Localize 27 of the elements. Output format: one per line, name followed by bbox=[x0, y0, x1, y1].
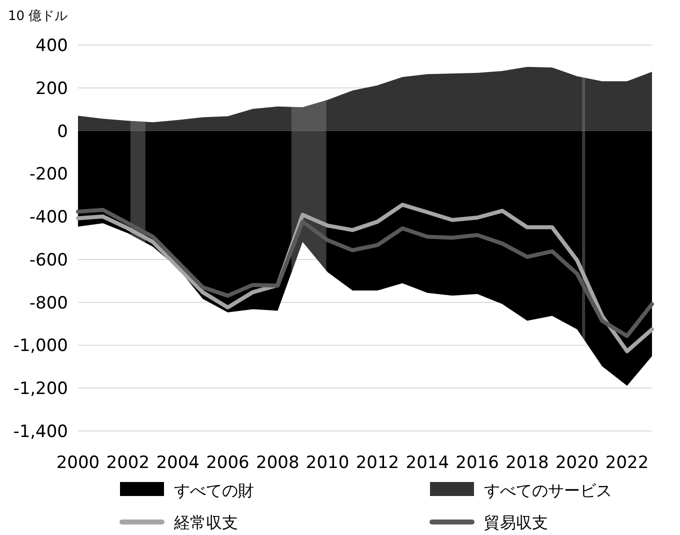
x-tick-label: 2022 bbox=[605, 453, 649, 473]
x-tick-label: 2016 bbox=[456, 453, 499, 473]
legend-label: すべてのサービス bbox=[484, 481, 612, 500]
x-tick-label: 2006 bbox=[206, 453, 250, 473]
y-tick-label: 200 bbox=[36, 78, 68, 99]
y-tick-label: -1,000 bbox=[13, 336, 68, 356]
x-tick-label: 2008 bbox=[256, 453, 300, 473]
y-axis-title: 10 億ドル bbox=[8, 9, 68, 24]
y-tick-label: -200 bbox=[29, 164, 68, 185]
x-tick-label: 2018 bbox=[506, 453, 549, 473]
y-tick-label: -1,400 bbox=[13, 422, 68, 442]
legend-label: 貿易収支 bbox=[484, 513, 548, 532]
y-tick-label: 0 bbox=[57, 122, 68, 142]
y-tick-label: 400 bbox=[36, 36, 68, 56]
x-tick-label: 2020 bbox=[556, 453, 599, 473]
x-tick-label: 2004 bbox=[156, 453, 200, 473]
y-tick-label: -400 bbox=[29, 208, 68, 228]
legend-label: すべての財 bbox=[174, 481, 254, 500]
legend-label: 経常収支 bbox=[173, 513, 238, 532]
x-tick-label: 2000 bbox=[56, 453, 100, 473]
x-tick-label: 2012 bbox=[356, 453, 400, 473]
x-tick-label: 2010 bbox=[306, 453, 350, 473]
y-tick-label: -800 bbox=[29, 293, 68, 314]
x-tick-label: 2014 bbox=[406, 453, 450, 473]
y-tick-label: -1,200 bbox=[13, 379, 68, 400]
y-tick-label: -600 bbox=[29, 250, 68, 270]
x-tick-label: 2002 bbox=[106, 453, 150, 473]
